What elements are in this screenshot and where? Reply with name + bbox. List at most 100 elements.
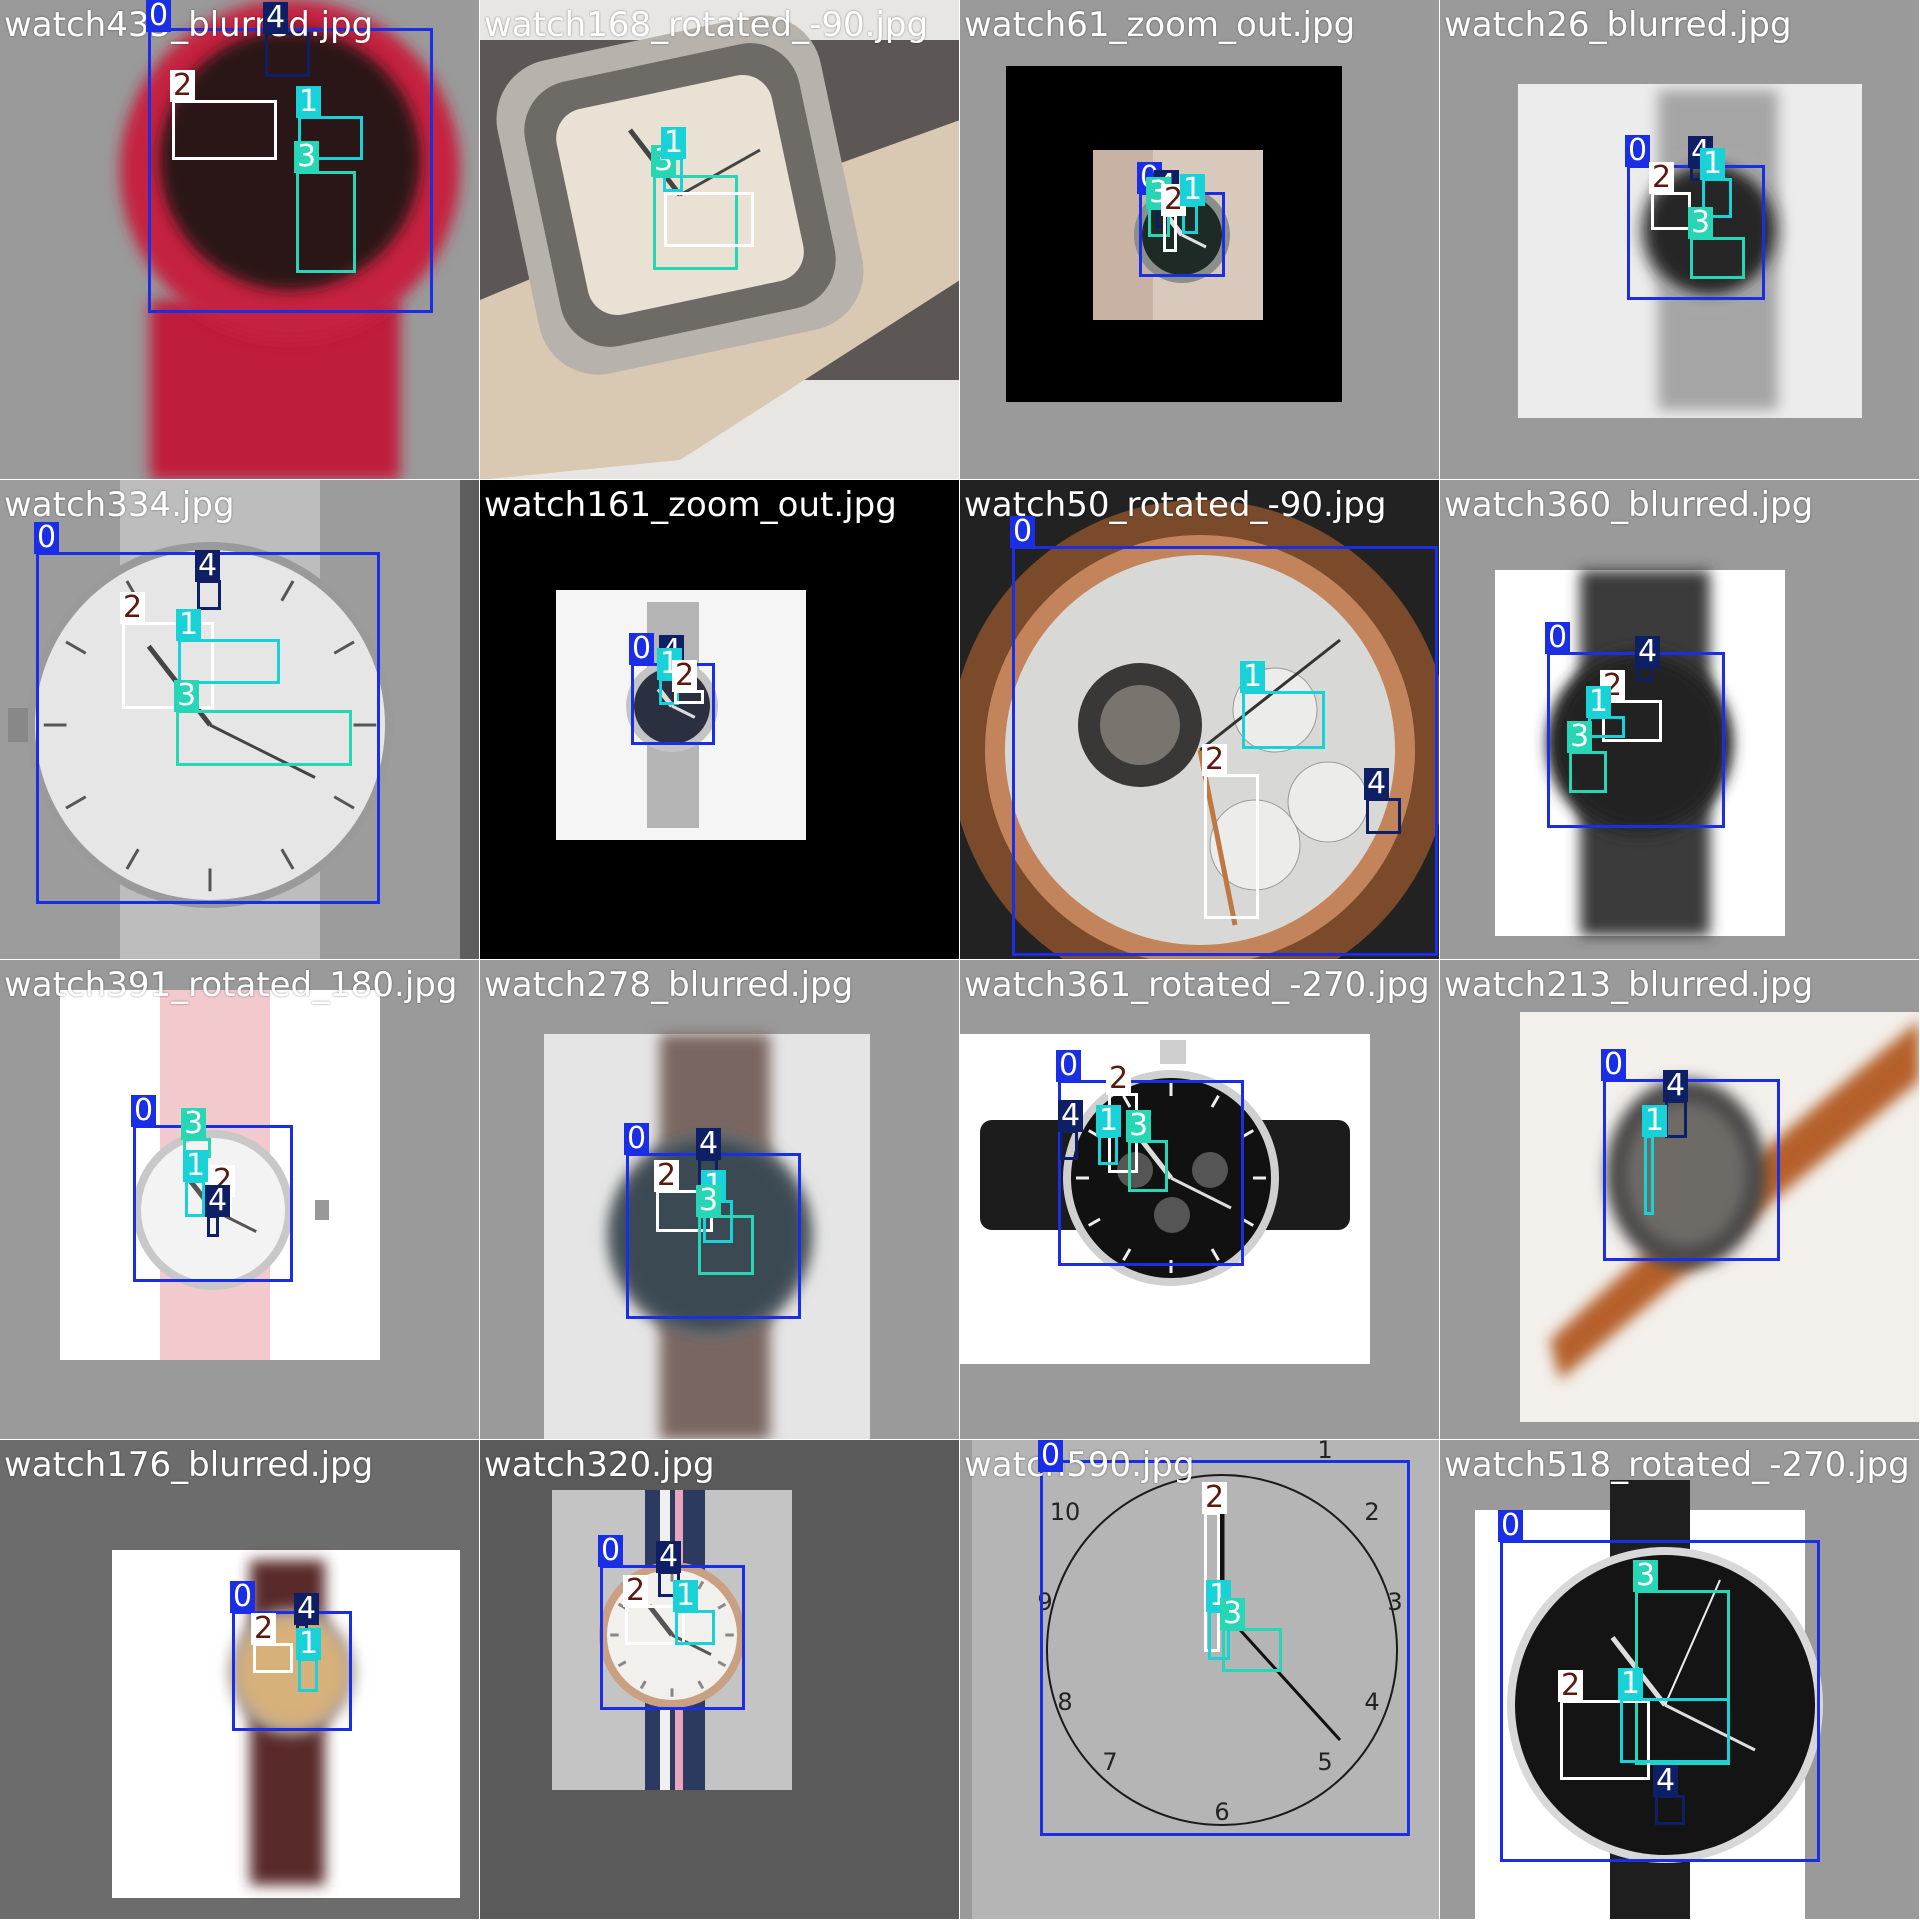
watch-photo xyxy=(1440,480,1919,959)
dial-number: 1 xyxy=(1317,1440,1332,1464)
bbox-label: 1 xyxy=(1642,1105,1668,1137)
bbox-class-4 xyxy=(197,580,221,610)
bbox-class-3 xyxy=(1128,1140,1168,1192)
bbox-label: 3 xyxy=(1688,207,1714,239)
bbox-label: 0 xyxy=(1038,1440,1064,1472)
bbox-label: 2 xyxy=(1202,744,1228,776)
bbox-class-1 xyxy=(1644,1135,1654,1215)
bbox-label: 2 xyxy=(1649,162,1675,194)
bbox-label: 4 xyxy=(1653,1765,1679,1797)
watch-photo xyxy=(480,0,959,479)
bbox-class-1 xyxy=(1098,1135,1118,1165)
bbox-class-1 xyxy=(1588,716,1625,738)
bbox-label: 3 xyxy=(294,141,320,173)
bbox-class-0 xyxy=(1603,1079,1780,1261)
mosaic-tile: watch213_blurred.jpg 0 4 1 xyxy=(1440,960,1920,1440)
bbox-label: 2 xyxy=(1106,1063,1132,1095)
bbox-label: 2 xyxy=(170,70,196,102)
image-filename: watch168_rotated_-90.jpg xyxy=(484,5,929,45)
watch-photo xyxy=(1440,0,1919,479)
bbox-class-4 xyxy=(207,1215,219,1237)
mosaic-tile: watch391_rotated_180.jpg 0 3 1 2 4 xyxy=(0,960,480,1440)
bbox-label: 4 xyxy=(1058,1100,1084,1132)
bbox-label: 3 xyxy=(1220,1598,1246,1630)
bbox-class-0 xyxy=(133,1125,293,1282)
bbox-label: 0 xyxy=(131,1095,157,1127)
mosaic-tile: watch320.jpg 0 4 2 1 xyxy=(480,1440,960,1920)
bbox-label: 0 xyxy=(598,1535,624,1567)
bbox-label: 1 xyxy=(1586,686,1612,718)
watch-photo xyxy=(960,960,1439,1439)
bbox-label: 4 xyxy=(294,1593,320,1625)
image-filename: watch176_blurred.jpg xyxy=(4,1445,374,1485)
bbox-label: 1 xyxy=(1618,1668,1644,1700)
bbox-class-0 xyxy=(1040,1460,1410,1836)
bbox-class-3 xyxy=(176,710,352,766)
mosaic-tile: watch168_rotated_-90.jpg 3 1 xyxy=(480,0,960,480)
bbox-class-1 xyxy=(185,1180,205,1217)
bbox-class-1 xyxy=(298,116,363,160)
bbox-class-2 xyxy=(1204,774,1259,919)
bbox-class-1 xyxy=(298,1658,318,1692)
bbox-label: 4 xyxy=(205,1185,231,1217)
watch-photo xyxy=(480,480,959,959)
mosaic-tile: watch50_rotated_-90.jpg 0 1 2 4 xyxy=(960,480,1440,960)
image-filename: watch435_blurred.jpg xyxy=(4,5,374,45)
bbox-label: 1 xyxy=(1240,661,1266,693)
bbox-class-1 xyxy=(1620,1698,1730,1763)
bbox-label: 1 xyxy=(1096,1105,1122,1137)
bbox-label: 2 xyxy=(654,1160,680,1192)
bbox-label: 0 xyxy=(34,522,60,554)
image-filename: watch320.jpg xyxy=(484,1445,715,1485)
dial-number: 5 xyxy=(1317,1748,1332,1776)
bbox-label: 0 xyxy=(230,1581,256,1613)
dial-number: 3 xyxy=(1387,1588,1402,1616)
bbox-label: 0 xyxy=(1010,516,1036,548)
bbox-label: 3 xyxy=(696,1185,722,1217)
image-filename: watch391_rotated_180.jpg xyxy=(4,965,458,1005)
bbox-label: 0 xyxy=(146,0,172,32)
mosaic-tile: watch435_blurred.jpg 0 4 2 1 3 xyxy=(0,0,480,480)
bbox-label: 4 xyxy=(696,1128,722,1160)
bbox-class-1 xyxy=(675,1610,715,1645)
bbox-label: 3 xyxy=(174,680,200,712)
bbox-class-4 xyxy=(1655,1795,1685,1825)
bbox-label: 1 xyxy=(673,1580,699,1612)
image-filename: watch361_rotated_-270.jpg xyxy=(964,965,1430,1005)
mosaic-tile: watch334.jpg 0 4 2 1 3 xyxy=(0,480,480,960)
bbox-class-2 xyxy=(664,192,754,247)
bbox-label: 3 xyxy=(1633,1560,1659,1592)
bbox-class-3 xyxy=(1222,1628,1282,1672)
bbox-label: 0 xyxy=(624,1123,650,1155)
bbox-label: 0 xyxy=(1498,1510,1524,1542)
image-filename: watch161_zoom_out.jpg xyxy=(484,485,897,525)
bbox-class-2 xyxy=(1602,700,1662,742)
bbox-label: 1 xyxy=(183,1150,209,1182)
bbox-class-1 xyxy=(178,639,280,684)
bbox-label: 0 xyxy=(1056,1050,1082,1082)
mosaic-tile: watch61_zoom_out.jpg04321 xyxy=(960,0,1440,480)
dial-number: 2 xyxy=(1364,1498,1379,1526)
mosaic-tile: watch176_blurred.jpg 0 4 2 1 xyxy=(0,1440,480,1920)
image-filename: watch590.jpg xyxy=(964,1445,1195,1485)
bbox-class-4 xyxy=(1060,1130,1078,1160)
bbox-class-2 xyxy=(1651,192,1691,230)
image-filename: watch213_blurred.jpg xyxy=(1444,965,1814,1005)
bbox-class-3 xyxy=(296,171,356,273)
watch-photo xyxy=(0,1440,479,1919)
bbox-class-0 xyxy=(1012,546,1438,956)
bbox-class-0 xyxy=(1058,1080,1244,1266)
bbox-label: 0 xyxy=(1625,135,1651,167)
bbox-label: 1 xyxy=(1180,174,1206,206)
bbox-label: 4 xyxy=(1635,636,1661,668)
bbox-class-4 xyxy=(1665,1100,1687,1138)
bbox-label: 1 xyxy=(176,609,202,641)
image-filename: watch61_zoom_out.jpg xyxy=(964,5,1356,45)
bbox-label: 3 xyxy=(1567,721,1593,753)
bbox-class-0 xyxy=(1500,1540,1820,1862)
bbox-label: 2 xyxy=(120,592,146,624)
image-filename: watch26_blurred.jpg xyxy=(1444,5,1792,45)
bbox-class-2 xyxy=(625,1605,685,1645)
